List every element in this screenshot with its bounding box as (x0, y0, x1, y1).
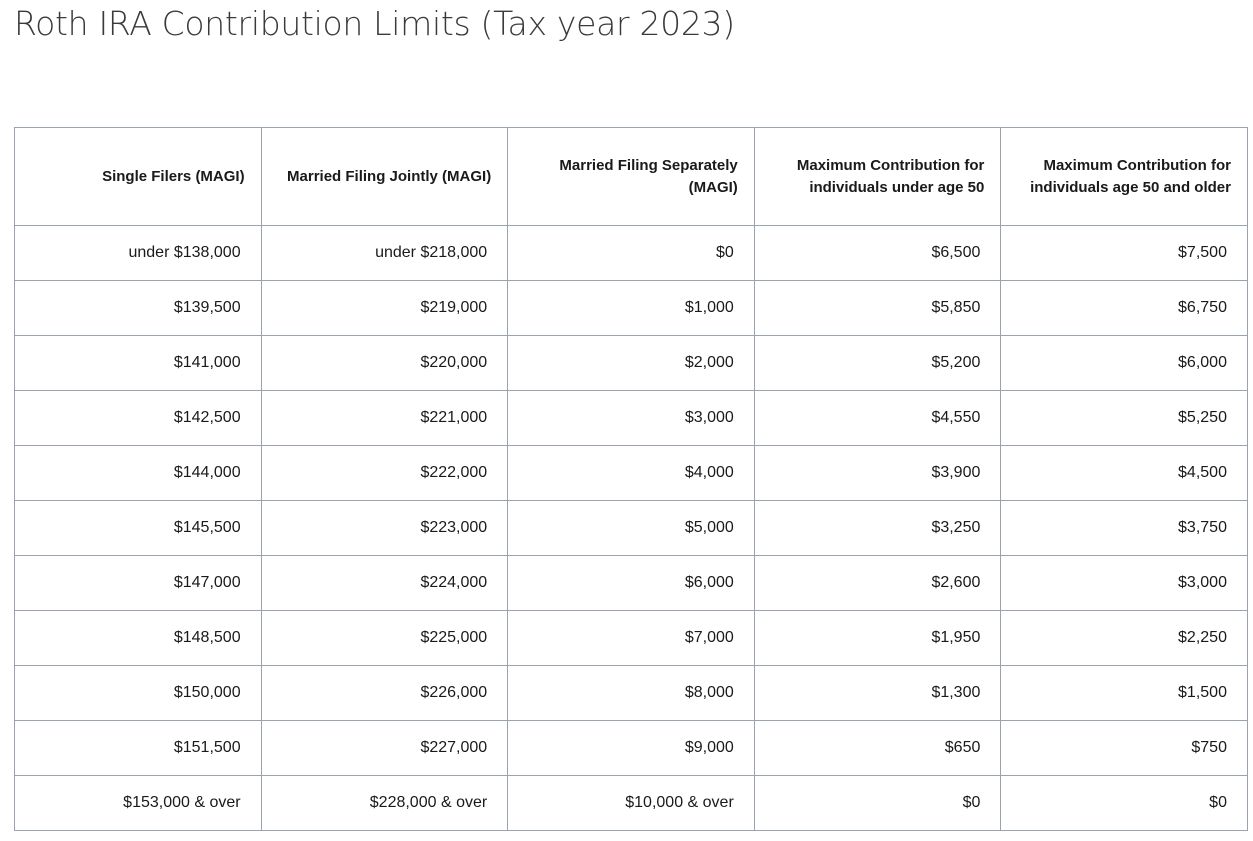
table-cell: $3,750 (1000, 500, 1248, 556)
table-cell: $222,000 (260, 445, 509, 501)
table-cell: $1,300 (753, 665, 1002, 721)
table-cell: $2,600 (753, 555, 1002, 611)
table-cell: $6,500 (753, 225, 1002, 281)
column-header: Married Filing Jointly (MAGI) (260, 127, 509, 226)
table-cell: $1,000 (507, 280, 755, 336)
table-header-row: Single Filers (MAGI) Married Filing Joint… (14, 127, 1248, 226)
table-row: $151,500 $227,000 $9,000 $650 $750 (14, 720, 1248, 776)
table-cell: $4,000 (507, 445, 755, 501)
table-cell: $4,500 (1000, 445, 1248, 501)
table-cell: $7,500 (1000, 225, 1248, 281)
table-cell: $227,000 (260, 720, 509, 776)
table-cell: $2,250 (1000, 610, 1248, 666)
table-cell: $223,000 (260, 500, 509, 556)
table-row: $141,000 $220,000 $2,000 $5,200 $6,000 (14, 335, 1248, 391)
column-header: Maximum Contribution for individuals age… (1000, 127, 1248, 226)
table-cell: under $218,000 (260, 225, 509, 281)
contribution-limits-table: Single Filers (MAGI) Married Filing Joint… (14, 127, 1248, 831)
table-row: $139,500 $219,000 $1,000 $5,850 $6,750 (14, 280, 1248, 336)
table-cell: $6,750 (1000, 280, 1248, 336)
table-cell: $145,500 (14, 500, 262, 556)
table-cell: $144,000 (14, 445, 262, 501)
table-cell: $7,000 (507, 610, 755, 666)
table-cell: $5,200 (753, 335, 1002, 391)
table-cell: $8,000 (507, 665, 755, 721)
page-title: Roth IRA Contribution Limits (Tax year 2… (14, 4, 735, 43)
table-cell: $220,000 (260, 335, 509, 391)
table-cell: $4,550 (753, 390, 1002, 446)
table-row: $150,000 $226,000 $8,000 $1,300 $1,500 (14, 665, 1248, 721)
table-cell: $153,000 & over (14, 775, 262, 831)
table-row: $147,000 $224,000 $6,000 $2,600 $3,000 (14, 555, 1248, 611)
table-cell: $3,250 (753, 500, 1002, 556)
table-cell: $226,000 (260, 665, 509, 721)
table-cell: $6,000 (507, 555, 755, 611)
table-cell: $148,500 (14, 610, 262, 666)
table-cell: $750 (1000, 720, 1248, 776)
table-cell: $3,900 (753, 445, 1002, 501)
table-cell: $0 (1000, 775, 1248, 831)
table-row: $148,500 $225,000 $7,000 $1,950 $2,250 (14, 610, 1248, 666)
table-cell: under $138,000 (14, 225, 262, 281)
table-cell: $224,000 (260, 555, 509, 611)
table-cell: $10,000 & over (507, 775, 755, 831)
table-cell: $0 (507, 225, 755, 281)
table-cell: $3,000 (1000, 555, 1248, 611)
table-cell: $1,950 (753, 610, 1002, 666)
column-header: Maximum Contribution for individuals und… (753, 127, 1002, 226)
table-cell: $150,000 (14, 665, 262, 721)
table-cell: $228,000 & over (260, 775, 509, 831)
table-row: $142,500 $221,000 $3,000 $4,550 $5,250 (14, 390, 1248, 446)
table-cell: $142,500 (14, 390, 262, 446)
table-cell: $221,000 (260, 390, 509, 446)
table-cell: $9,000 (507, 720, 755, 776)
table-cell: $5,850 (753, 280, 1002, 336)
column-header: Single Filers (MAGI) (14, 127, 262, 226)
table-cell: $151,500 (14, 720, 262, 776)
table-cell: $5,000 (507, 500, 755, 556)
table-cell: $2,000 (507, 335, 755, 391)
table-cell: $1,500 (1000, 665, 1248, 721)
table-row: $144,000 $222,000 $4,000 $3,900 $4,500 (14, 445, 1248, 501)
table-cell: $5,250 (1000, 390, 1248, 446)
table-cell: $141,000 (14, 335, 262, 391)
table-cell: $0 (753, 775, 1002, 831)
table-cell: $219,000 (260, 280, 509, 336)
table-cell: $3,000 (507, 390, 755, 446)
table-row: $145,500 $223,000 $5,000 $3,250 $3,750 (14, 500, 1248, 556)
table-cell: $650 (753, 720, 1002, 776)
table-row: $153,000 & over $228,000 & over $10,000 & … (14, 775, 1248, 831)
table-cell: $147,000 (14, 555, 262, 611)
table-cell: $139,500 (14, 280, 262, 336)
column-header: Married Filing Separately (MAGI) (507, 127, 755, 226)
table-row: under $138,000 under $218,000 $0 $6,500 $7,5… (14, 225, 1248, 281)
table-cell: $6,000 (1000, 335, 1248, 391)
table-cell: $225,000 (260, 610, 509, 666)
